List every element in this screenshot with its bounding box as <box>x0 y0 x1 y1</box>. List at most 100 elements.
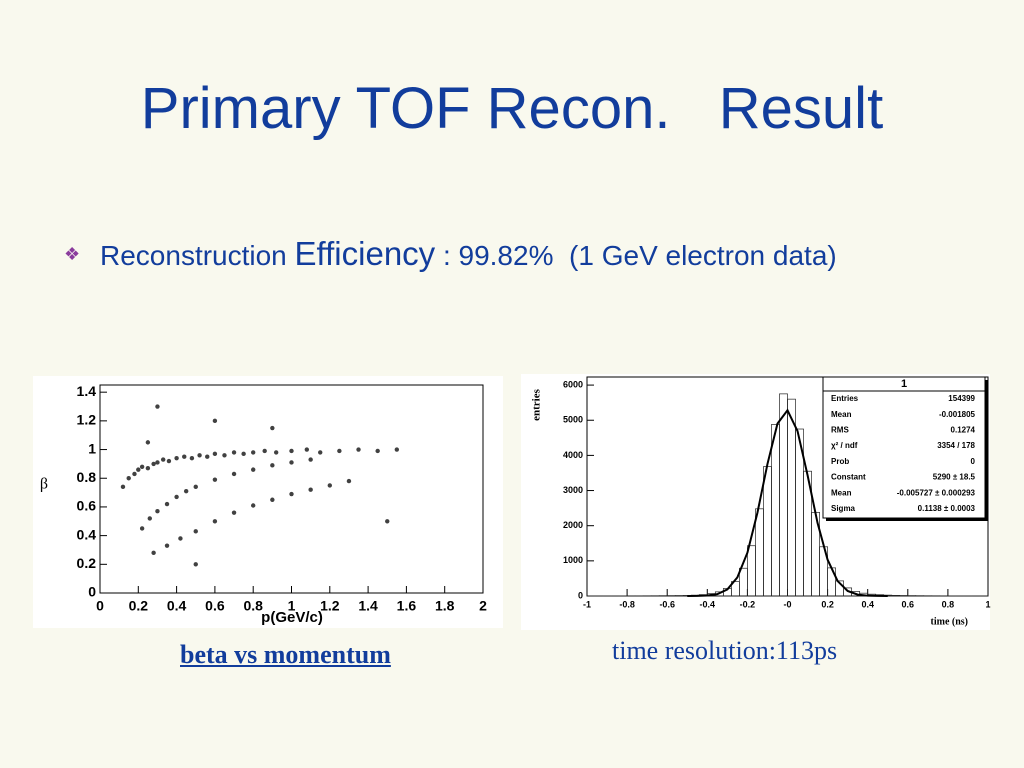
bullet-part: : 99.82% (1 GeV electron data) <box>442 240 837 271</box>
stats-value: 3354 / 178 <box>937 441 975 450</box>
scatter-point <box>197 453 202 458</box>
scatter-point <box>174 494 179 500</box>
stats-title: 1 <box>901 378 907 390</box>
x-tick-label: 1.8 <box>435 598 455 614</box>
x-tick-label: 0.8 <box>243 598 263 614</box>
x-tick-label: -0 <box>783 599 791 609</box>
stats-value: -0.001805 <box>939 410 976 419</box>
x-tick-label: 1.4 <box>358 598 378 614</box>
y-tick-label: 1000 <box>563 555 583 565</box>
scatter-point <box>212 418 218 424</box>
histogram-bar <box>891 595 901 597</box>
x-axis-label: p(GeV/c) <box>261 609 323 626</box>
stats-label: RMS <box>831 426 849 435</box>
y-axis-label: β <box>40 476 48 493</box>
scatter-point <box>164 543 170 548</box>
x-tick-label: 0.6 <box>902 599 915 609</box>
stats-value: 154399 <box>948 394 975 403</box>
slide-title: Primary TOF Recon. Result <box>140 76 884 141</box>
scatter-point <box>182 454 187 459</box>
x-tick-label: 0.8 <box>942 599 955 609</box>
scatter-point <box>205 454 210 459</box>
x-tick-label: 2 <box>479 598 487 614</box>
scatter-point <box>212 451 218 457</box>
x-tick-label: 0.4 <box>167 598 187 614</box>
scatter-point <box>327 483 332 488</box>
scatter-point <box>270 463 275 468</box>
scatter-point <box>145 466 151 471</box>
x-tick-label: -0.4 <box>700 599 716 609</box>
x-tick-label: 0.2 <box>821 599 834 609</box>
scatter-point <box>251 503 256 508</box>
scatter-point <box>178 536 183 541</box>
scatter-point <box>394 447 400 452</box>
scatter-point <box>120 484 126 490</box>
scatter-point <box>251 450 256 455</box>
scatter-point <box>318 450 323 455</box>
scatter-point <box>193 484 198 490</box>
stats-value: 0.1274 <box>951 426 976 435</box>
stats-value: 0 <box>971 457 976 466</box>
bullet-symbol: ❖ <box>64 244 81 264</box>
y-tick-label: 0 <box>88 584 96 600</box>
stats-value: 0.1138 ± 0.0003 <box>918 504 976 513</box>
scatter-point <box>289 448 294 454</box>
x-tick-label: 0 <box>96 598 104 614</box>
scatter-point <box>193 529 198 534</box>
x-axis-label: time (ns) <box>931 616 969 627</box>
scatter-point <box>132 471 137 477</box>
scatter-point <box>270 497 275 502</box>
y-tick-label: 0.6 <box>77 498 97 514</box>
scatter-point <box>147 516 152 521</box>
scatter-point <box>346 478 352 484</box>
stats-label: Mean <box>831 488 852 497</box>
stats-label: Entries <box>831 394 859 403</box>
x-tick-label: -0.6 <box>659 599 675 609</box>
scatter-point <box>166 458 172 464</box>
scatter-point <box>212 477 218 482</box>
scatter-point <box>304 447 310 452</box>
stats-label: Sigma <box>831 504 856 513</box>
stats-label: Mean <box>831 410 852 419</box>
y-tick-label: 1.2 <box>77 412 97 428</box>
scatter-point <box>337 448 342 454</box>
bullet-text: Reconstruction Efficiency : 99.82% (1 Ge… <box>100 232 930 278</box>
stats-value: 5290 ± 18.5 <box>933 473 976 482</box>
y-tick-label: 1 <box>88 440 96 456</box>
scatter-point <box>262 448 267 454</box>
y-tick-label: 0.8 <box>77 469 97 485</box>
scatter-point <box>136 467 141 472</box>
scatter-point <box>289 460 294 465</box>
scatter-point <box>193 562 198 567</box>
figure-panel <box>33 376 503 628</box>
y-tick-label: 2000 <box>563 520 583 530</box>
scatter-point <box>385 519 390 524</box>
scatter-point <box>212 519 218 524</box>
x-tick-label: -0.2 <box>740 599 756 609</box>
scatter-point <box>231 510 237 515</box>
scatter-point <box>160 457 166 462</box>
scatter-point <box>222 453 227 458</box>
stats-label: χ² / ndf <box>831 441 858 450</box>
x-tick-label: -1 <box>583 599 591 609</box>
y-tick-label: 6000 <box>563 379 583 389</box>
scatter-point <box>308 457 313 462</box>
scatter-point <box>155 509 160 514</box>
x-tick-label: 1 <box>288 598 296 614</box>
scatter-point <box>273 450 279 455</box>
fit-curve <box>687 408 888 597</box>
stats-box <box>822 376 986 519</box>
scatter-point <box>289 491 294 497</box>
scatter-point <box>308 487 313 492</box>
scatter-point <box>151 550 156 556</box>
scatter-point <box>155 404 160 409</box>
y-tick-label: 3000 <box>563 485 583 495</box>
x-tick-label: 0.6 <box>205 598 225 614</box>
x-tick-label: 1.6 <box>397 598 417 614</box>
scatter-point <box>139 526 145 531</box>
bullet-part: Reconstruction <box>100 240 287 271</box>
scatter-point <box>270 425 275 431</box>
scatter-point <box>356 447 361 452</box>
